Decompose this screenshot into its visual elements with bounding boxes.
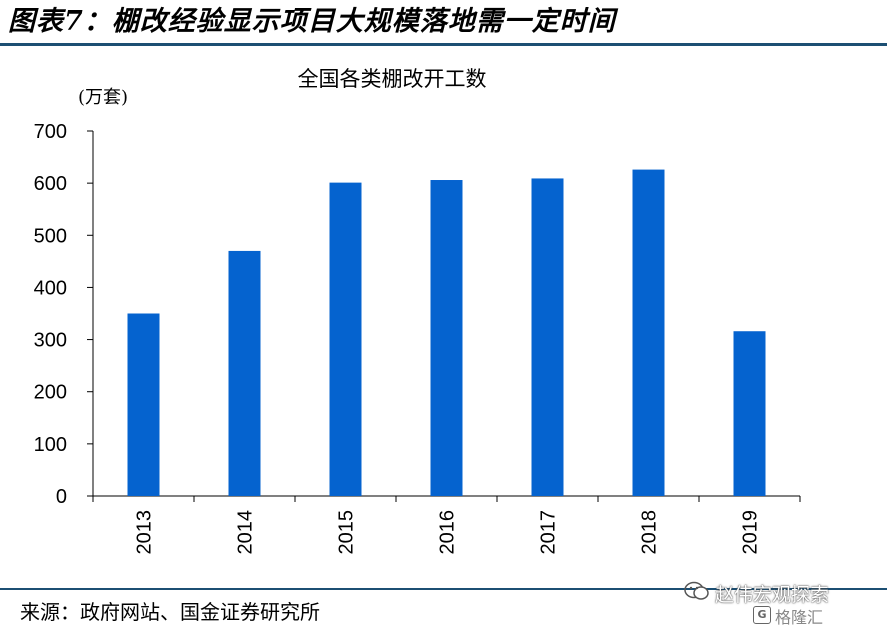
x-tick-label: 2017 [538,510,560,555]
bar [531,178,564,496]
bar [228,250,261,496]
source-note: 来源：政府网站、国金证券研究所 [20,600,320,624]
y-tick-label: 400 [34,277,67,299]
bar [329,182,362,496]
watermark-name: 赵伟宏观探索 [715,584,830,606]
bar [632,169,665,496]
x-tick-label: 2013 [134,510,156,555]
bottom-rule [0,588,887,590]
figure-title: 图表7：棚改经验显示项目大规模落地需一定时间 [8,6,616,37]
y-tick-label: 300 [34,330,67,352]
x-tick-label: 2016 [437,510,459,555]
y-tick-label: 600 [34,173,67,195]
chart-title: 全国各类棚改开工数 [298,67,487,91]
watermark: 赵伟宏观探索 G 格隆汇 [683,578,863,630]
y-tick-label: 0 [56,486,67,508]
y-axis-label: (万套) [78,87,128,108]
y-tick-label: 200 [34,382,67,404]
y-tick-label: 500 [34,225,67,247]
top-rule [0,43,887,46]
x-tick-label: 2014 [235,510,257,555]
x-tick-label: 2019 [740,510,762,555]
bar [430,180,463,496]
watermark-sub: 格隆汇 [775,608,824,627]
y-tick-label: 700 [34,121,67,143]
bar-chart: 全国各类棚改开工数 (万套) 0 100 200 300 400 500 600 700 2013 2… [34,67,801,555]
wechat-icon [684,581,709,600]
y-tick-label: 100 [34,434,67,456]
bar [733,331,766,496]
gelonghui-logo-icon: G [753,606,771,624]
x-tick-label: 2015 [336,510,358,555]
bar [127,313,160,496]
x-tick-label: 2018 [639,510,661,555]
